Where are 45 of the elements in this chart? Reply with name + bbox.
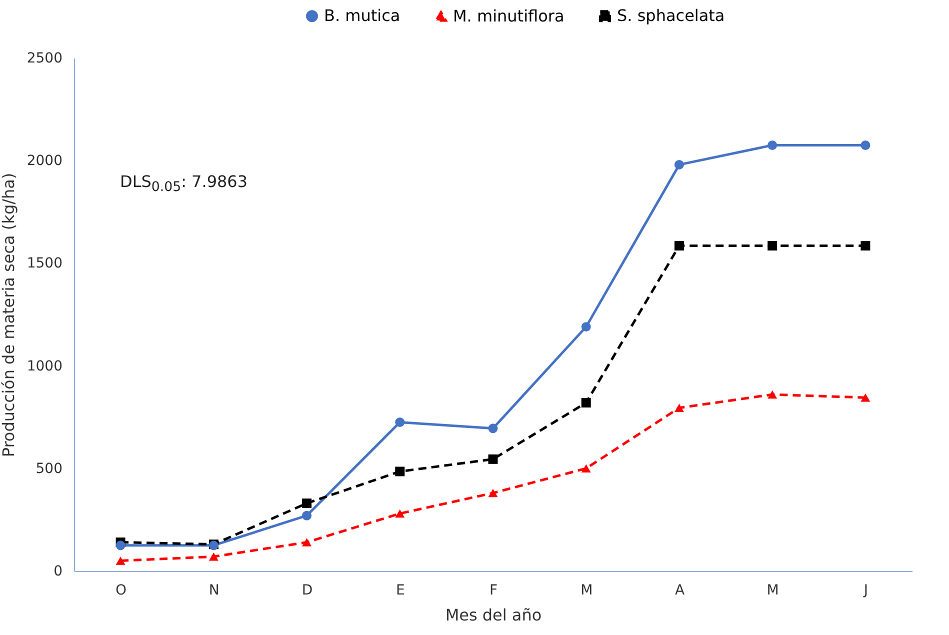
y-tick-label: 2000: [26, 153, 62, 170]
y-tick-label: 500: [36, 460, 62, 477]
y-tick-label: 1500: [26, 256, 62, 272]
point: [860, 140, 870, 150]
x-tick-label: E: [396, 582, 405, 598]
y-tick-label: 1000: [26, 358, 62, 374]
point: [116, 540, 126, 550]
x-tick-label: M: [766, 582, 779, 598]
point: [768, 390, 778, 399]
point: [581, 464, 591, 473]
point: [860, 394, 870, 402]
point: [768, 241, 778, 250]
point: [302, 510, 312, 520]
point: [116, 556, 126, 565]
point: [768, 140, 778, 150]
legend-label: B. mutica: [324, 6, 400, 26]
point: [302, 538, 312, 546]
point: [208, 552, 218, 561]
point: [860, 241, 870, 250]
point: [488, 488, 498, 498]
point: [581, 322, 591, 332]
x-tick-label: N: [208, 582, 220, 598]
y-tick-label: 2500: [26, 50, 62, 66]
x-axis-title: Mes del año: [445, 606, 542, 624]
x-tick-label: D: [302, 582, 313, 598]
legend-label: M. minutiflora: [453, 6, 564, 26]
legend-label: S. sphacelata: [617, 6, 725, 26]
x-tick-label: A: [674, 582, 685, 598]
point: [302, 498, 312, 508]
x-tick-label: O: [116, 582, 127, 598]
point: [395, 509, 405, 518]
point: [395, 417, 405, 427]
y-axis-title: Producción de materia seca (kg/ha): [0, 172, 18, 458]
y-tick-label: 0: [54, 564, 62, 580]
point: [395, 466, 405, 476]
x-tick-label: J: [862, 582, 868, 598]
point: [488, 424, 498, 434]
point: [674, 160, 684, 170]
point: [674, 404, 684, 412]
point: [674, 241, 684, 250]
point: [581, 398, 591, 408]
x-tick-label: F: [489, 582, 498, 598]
point: [488, 454, 498, 464]
annotation: DLS$_{0.05}$: 7.9863: [120, 172, 248, 196]
x-tick-label: M: [580, 582, 593, 598]
